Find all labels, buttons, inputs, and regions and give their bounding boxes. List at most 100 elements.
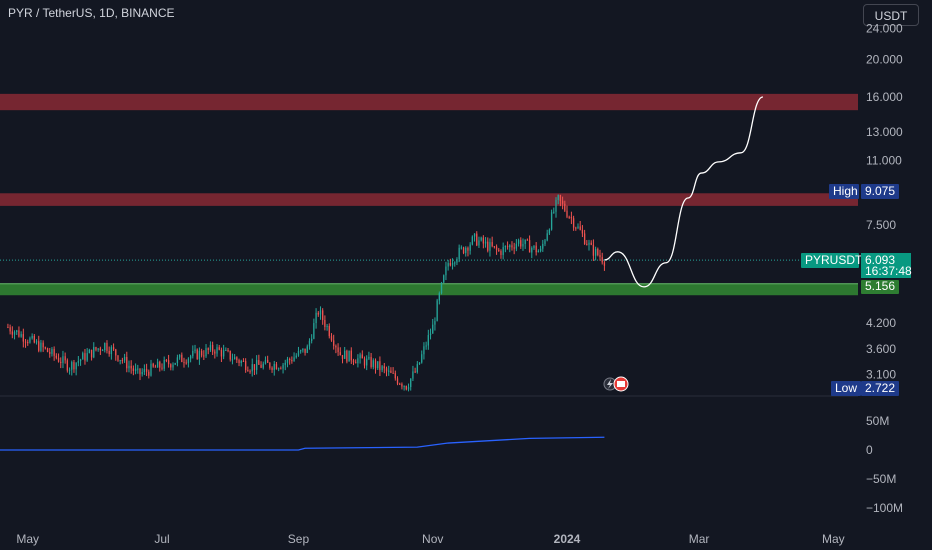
candle [284, 359, 286, 371]
candle [346, 349, 348, 364]
candle-body [434, 321, 436, 325]
price-tick-label: 20.000 [866, 52, 903, 66]
candle-body [421, 354, 423, 363]
candle [443, 274, 445, 284]
candle [502, 242, 504, 260]
candle [489, 238, 491, 257]
last-price-box [861, 253, 911, 278]
candle [225, 347, 227, 352]
candle [434, 317, 436, 331]
candle [447, 259, 449, 271]
candle-body [319, 310, 322, 315]
candle-body [258, 360, 260, 365]
candle [416, 361, 418, 374]
candle-body [317, 312, 319, 315]
candle [242, 358, 245, 363]
candle [381, 365, 383, 373]
candle-body [99, 348, 102, 351]
price-tick-label: 11.000 [866, 153, 902, 167]
candle [366, 355, 368, 371]
candle-body [297, 350, 300, 356]
candle-body [104, 342, 106, 351]
candle-body [392, 372, 394, 374]
volume-tick-label: 0 [866, 443, 873, 457]
candle [209, 341, 212, 352]
candle [414, 367, 416, 374]
candle-body [401, 384, 403, 387]
candle [429, 328, 432, 340]
candle-body [346, 350, 348, 362]
candle-body [115, 349, 117, 356]
candle-body [203, 355, 205, 357]
candle-body [495, 246, 498, 250]
low-value-box [861, 381, 899, 396]
candle-body [229, 350, 231, 360]
candle-body [390, 370, 392, 373]
candle [544, 239, 546, 247]
candle-body [20, 334, 22, 337]
candle [258, 354, 260, 365]
candle-body [189, 356, 192, 359]
candle-body [170, 364, 172, 368]
candle [154, 364, 157, 368]
candle-body [432, 324, 434, 334]
candle [40, 339, 42, 353]
candle [121, 357, 124, 364]
candle [289, 357, 291, 365]
candle [238, 358, 240, 367]
candle-body [418, 362, 421, 365]
candle [451, 258, 454, 270]
candle-body [108, 350, 110, 355]
candle-body [546, 233, 548, 241]
candle [462, 246, 465, 255]
candle-body [590, 242, 592, 245]
candle [33, 334, 35, 344]
candle-body [90, 349, 93, 358]
candle-body [533, 245, 535, 249]
candle-body [293, 357, 295, 362]
candle [550, 209, 553, 231]
candle-body [531, 248, 533, 253]
candle-body [599, 254, 601, 258]
candle-body [383, 366, 385, 369]
candle [533, 245, 535, 250]
chart-title: PYR / TetherUS, 1D, BINANCE [8, 6, 175, 20]
candle-body [438, 293, 440, 301]
candle [29, 336, 31, 344]
event-icons [603, 376, 629, 392]
candle-body [79, 359, 82, 362]
candle [194, 344, 196, 354]
candle [123, 353, 126, 363]
candle-body [374, 360, 377, 369]
candle [308, 338, 311, 350]
candle-body [255, 360, 258, 370]
candle [509, 244, 511, 253]
candle-body [570, 216, 573, 219]
candle-body [583, 233, 586, 245]
candle-body [291, 360, 293, 362]
candle-body [110, 347, 113, 355]
currency-button[interactable]: USDT [863, 4, 919, 26]
candle [27, 339, 29, 346]
candle [590, 240, 592, 246]
candle-body [304, 348, 306, 353]
candle [38, 335, 40, 353]
candle [412, 365, 414, 382]
candle [101, 349, 104, 352]
candle-body [300, 350, 302, 352]
candle [178, 354, 181, 360]
projection-curve [604, 96, 764, 288]
candle-body [284, 362, 286, 365]
candle-body [16, 330, 18, 332]
candle-body [524, 239, 526, 244]
low-tag-box [831, 381, 861, 396]
candle [579, 220, 581, 231]
candle-body [216, 347, 218, 354]
candle-body [594, 248, 597, 256]
candle [330, 333, 333, 342]
candle [200, 348, 203, 358]
candle-body [187, 358, 190, 364]
candle-body [101, 350, 104, 352]
candle [454, 261, 456, 267]
